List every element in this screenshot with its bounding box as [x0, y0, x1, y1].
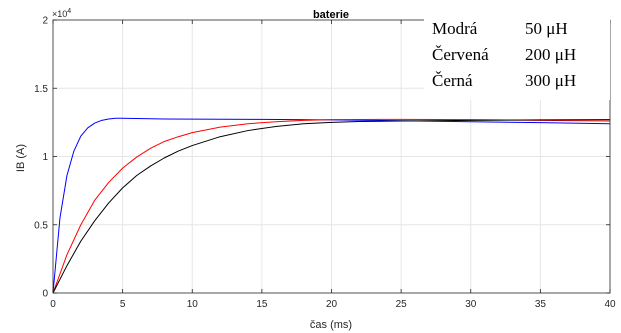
- y-axis-label: IB (A): [15, 144, 27, 172]
- legend-value-0: 50 μH: [525, 19, 568, 38]
- y-tick-label: 0: [42, 289, 48, 300]
- legend-name-2: Černá: [432, 71, 473, 90]
- x-tick-label: 30: [465, 299, 477, 310]
- x-tick-label: 40: [604, 299, 616, 310]
- x-tick-label: 35: [535, 299, 547, 310]
- y-tick-label: 1: [42, 152, 48, 163]
- legend-value-1: 200 μH: [525, 45, 576, 64]
- series-lines: [52, 117, 611, 294]
- legend-name-0: Modrá: [432, 19, 478, 38]
- y-tick-label: 2: [42, 16, 48, 27]
- x-tick-label: 0: [50, 299, 56, 310]
- legend-background: [424, 10, 610, 100]
- y-exponent-label: ×104: [52, 8, 71, 19]
- y-tick-label: 1.5: [34, 84, 48, 95]
- x-tick-label: 5: [120, 299, 126, 310]
- chart-title: baterie: [313, 9, 349, 21]
- y-tick-label: 0.5: [34, 220, 48, 231]
- x-tick-label: 25: [396, 299, 408, 310]
- x-axis-label: čas (ms): [310, 319, 352, 331]
- series-line-0: [52, 117, 611, 294]
- legend-name-1: Červená: [432, 45, 489, 64]
- legend: Modrá 50 μH Červená 200 μH Černá 300 μH: [424, 10, 610, 100]
- series-line-2: [52, 119, 611, 294]
- ticks: 0 5 10 15 20 25 30 35 40 0 0.5 1 1.5 2: [34, 16, 616, 311]
- y-exponent-power: 4: [67, 8, 71, 15]
- series-line-1: [52, 118, 611, 294]
- x-tick-label: 20: [326, 299, 338, 310]
- x-tick-label: 10: [187, 299, 199, 310]
- legend-value-2: 300 μH: [525, 71, 576, 90]
- x-tick-label: 15: [256, 299, 268, 310]
